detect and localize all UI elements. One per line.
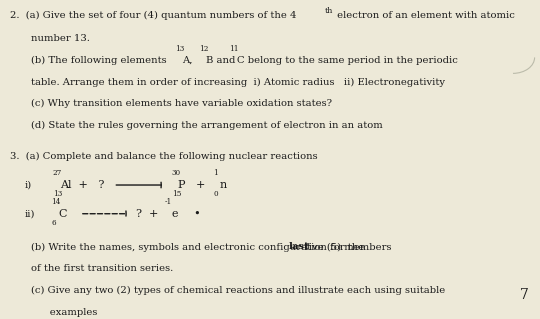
Text: B and: B and — [206, 56, 242, 65]
Text: 6: 6 — [51, 219, 56, 226]
Text: 0: 0 — [213, 190, 218, 198]
Text: 13: 13 — [53, 190, 62, 198]
Text: 27: 27 — [53, 169, 62, 177]
Text: 12: 12 — [199, 45, 208, 53]
Text: of the first transition series.: of the first transition series. — [31, 264, 173, 273]
Text: last: last — [288, 242, 309, 251]
Text: P   +: P + — [178, 180, 206, 190]
Text: 30: 30 — [172, 169, 181, 177]
Text: th: th — [325, 7, 333, 15]
Text: e: e — [172, 209, 178, 219]
Text: 1: 1 — [213, 169, 218, 177]
Text: 7: 7 — [519, 288, 528, 302]
Text: (b) The following elements: (b) The following elements — [31, 56, 170, 65]
Text: (c) Why transition elements have variable oxidation states?: (c) Why transition elements have variabl… — [31, 99, 332, 108]
Text: electron of an element with atomic: electron of an element with atomic — [334, 11, 515, 20]
Text: (c) Give any two (2) types of chemical reactions and illustrate each using suita: (c) Give any two (2) types of chemical r… — [31, 286, 445, 295]
Text: n: n — [219, 180, 226, 190]
Text: i): i) — [24, 181, 31, 189]
Text: ii): ii) — [24, 209, 35, 218]
Text: (b) Write the names, symbols and electronic configuration for the: (b) Write the names, symbols and electro… — [31, 242, 368, 252]
Text: C belong to the same period in the periodic: C belong to the same period in the perio… — [237, 56, 458, 65]
Text: 13: 13 — [175, 45, 184, 53]
Text: -1: -1 — [165, 198, 172, 206]
Text: five (5) members: five (5) members — [302, 242, 392, 251]
Text: 15: 15 — [172, 190, 181, 198]
Text: number 13.: number 13. — [31, 34, 90, 43]
Text: 11: 11 — [230, 45, 239, 53]
Text: table. Arrange them in order of increasing  i) Atomic radius   ii) Electronegati: table. Arrange them in order of increasi… — [31, 78, 445, 87]
Text: 2.  (a) Give the set of four (4) quantum numbers of the 4: 2. (a) Give the set of four (4) quantum … — [10, 11, 296, 20]
Text: A,: A, — [183, 56, 199, 65]
Text: (d) State the rules governing the arrangement of electron in an atom: (d) State the rules governing the arrang… — [31, 121, 383, 130]
Text: examples: examples — [31, 308, 98, 316]
Text: Al  +   ?: Al + ? — [60, 180, 105, 190]
Text: •: • — [193, 209, 200, 219]
Text: C: C — [58, 209, 67, 219]
Text: ?  +: ? + — [136, 209, 158, 219]
Text: 3.  (a) Complete and balance the following nuclear reactions: 3. (a) Complete and balance the followin… — [10, 152, 318, 161]
Text: 14: 14 — [51, 198, 60, 206]
